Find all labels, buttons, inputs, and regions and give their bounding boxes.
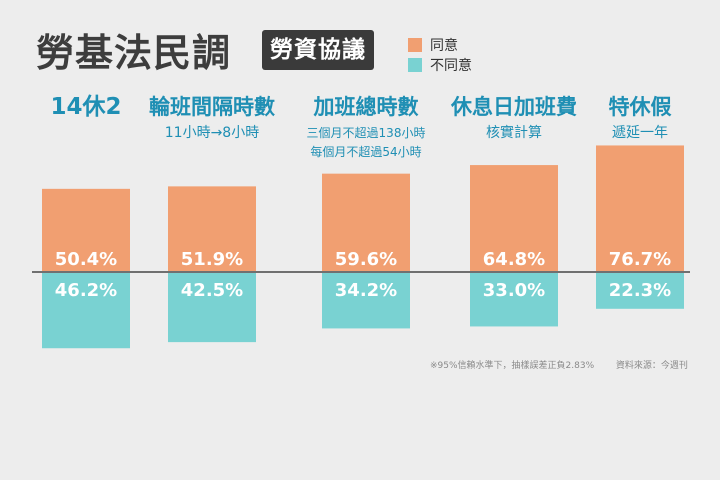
category-heading: 14休2 [50,94,121,120]
legend-item-disagree: 不同意 [408,56,472,74]
value-label-agree: 51.9% [181,249,243,270]
category-heading: 休息日加班費 [450,95,577,119]
category-subtext: 三個月不超過138小時 [307,125,426,140]
bar-agree [470,165,558,272]
bar-disagree [168,272,256,343]
bar-agree [42,188,130,272]
legend-label-agree: 同意 [430,38,458,54]
category-heading: 加班總時數 [313,95,419,119]
page-title: 勞基法民調 [36,31,232,75]
category-heading: 特休假 [609,95,672,119]
category-subtext: 核實計算 [486,124,542,141]
legend-label-disagree: 不同意 [430,58,472,74]
legend-swatch-agree [408,38,422,52]
category-subtext: 11小時→8小時 [165,125,259,141]
bar-agree [596,145,684,272]
value-label-agree: 59.6% [335,249,397,270]
value-label-disagree: 22.3% [609,280,671,301]
value-label-agree: 50.4% [55,249,117,270]
category-heading: 輪班間隔時數 [149,95,275,119]
value-label-disagree: 34.2% [335,280,397,301]
title-tag-badge: 勞資協議 [262,30,374,70]
legend-item-agree: 同意 [408,36,458,54]
footnote-margin: ※95%信賴水準下，抽樣誤差正負2.83% [430,361,595,371]
value-label-disagree: 42.5% [181,280,243,301]
footnote-source: 資料來源：今週刊 [615,361,688,371]
legend-swatch-disagree [408,58,422,72]
bar-agree [322,173,410,272]
bar-agree [168,186,256,272]
value-label-disagree: 46.2% [55,280,117,301]
category-subtext: 遞延一年 [612,125,668,141]
category-subtext: 每個月不超過54小時 [310,144,421,159]
value-label-disagree: 33.0% [483,280,545,301]
bar-disagree [322,272,410,329]
bar-disagree [596,272,684,309]
value-label-agree: 76.7% [609,249,671,270]
bar-disagree [42,272,130,349]
bar-disagree [470,272,558,327]
value-label-agree: 64.8% [483,249,545,270]
footnote: ※95%信賴水準下，抽樣誤差正負2.83% 資料來源：今週刊 [430,358,688,371]
